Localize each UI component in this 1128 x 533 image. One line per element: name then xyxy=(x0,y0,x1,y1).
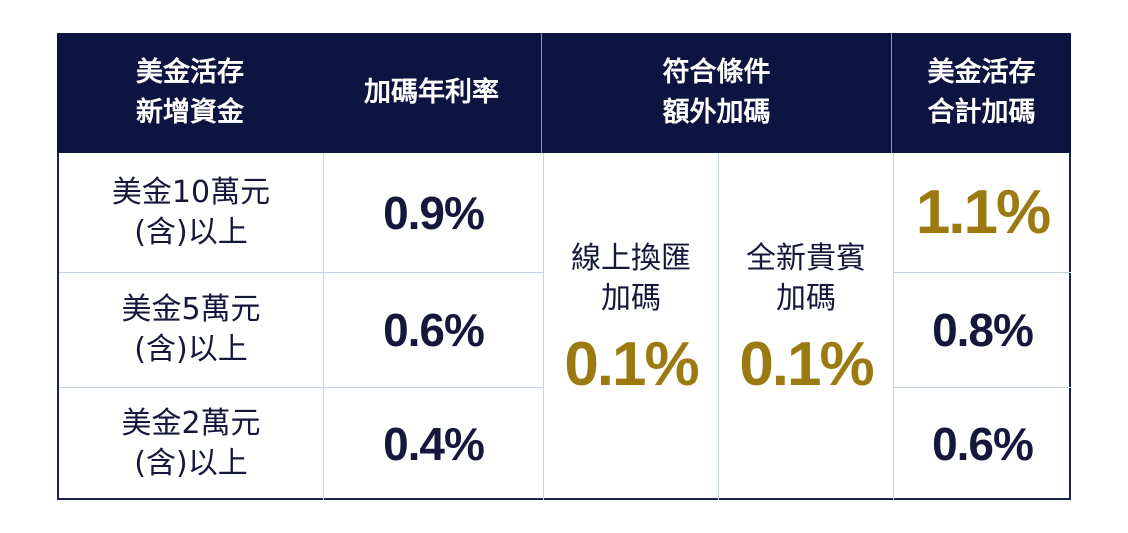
bonus-value: 0.1% xyxy=(564,330,699,399)
bonus-value: 0.1% xyxy=(739,330,874,399)
total-value: 0.6% xyxy=(932,418,1034,470)
amount-text: 美金2萬元 xyxy=(121,406,261,441)
total-cell: 1.1% xyxy=(894,153,1071,273)
amount-cell: 美金2萬元 (含)以上 xyxy=(59,388,324,500)
header-text: 額外加碼 xyxy=(662,97,771,128)
amount-text: (含)以上 xyxy=(134,446,248,481)
amount-text: (含)以上 xyxy=(134,214,248,250)
header-text: 新增資金 xyxy=(136,97,244,128)
total-value: 0.8% xyxy=(932,304,1034,356)
header-cell: 符合條件 額外加碼 xyxy=(542,33,892,153)
header-cell: 美金活存 合計加碼 xyxy=(892,33,1071,153)
rate-cell: 0.6% xyxy=(324,273,544,388)
rate-cell: 0.9% xyxy=(324,153,544,273)
header-text: 美金活存 xyxy=(136,57,244,88)
amount-cell: 美金5萬元 (含)以上 xyxy=(59,273,324,388)
header-cell: 美金活存 新增資金 xyxy=(57,33,324,153)
rate-cell: 0.4% xyxy=(324,388,544,500)
bonus-cell: 全新貴賓加碼 0.1% xyxy=(719,153,894,500)
rate-value: 0.6% xyxy=(383,304,485,356)
amount-text: 美金5萬元 xyxy=(121,292,261,327)
bonus-label: 線上換匯 xyxy=(571,241,691,276)
total-value: 1.1% xyxy=(915,178,1051,247)
rate-value: 0.4% xyxy=(383,418,485,470)
amount-cell: 美金10萬元 (含)以上 xyxy=(59,153,324,273)
bonus-label: 全新貴賓 xyxy=(746,241,866,276)
header-text: 符合條件 xyxy=(662,57,771,88)
header-text: 合計加碼 xyxy=(927,97,1036,128)
bonus-label: 加碼 xyxy=(601,281,661,316)
header-text: 加碼年利率 xyxy=(364,77,499,108)
amount-text: 美金10萬元 xyxy=(111,174,271,210)
amount-text: (含)以上 xyxy=(134,332,248,367)
rate-value: 0.9% xyxy=(383,186,485,239)
bonus-cell: 線上換匯加碼 0.1% xyxy=(544,153,719,500)
header-text: 美金活存 xyxy=(927,57,1036,88)
header-cell: 加碼年利率 xyxy=(322,33,542,153)
total-cell: 0.8% xyxy=(894,273,1071,388)
total-cell: 0.6% xyxy=(894,388,1071,500)
rate-table: 美金活存 新增資金 加碼年利率 符合條件 額外加碼 美金活存 合計加碼 美金10萬元 (含)以上… xyxy=(57,33,1071,500)
bonus-label: 加碼 xyxy=(776,281,836,316)
